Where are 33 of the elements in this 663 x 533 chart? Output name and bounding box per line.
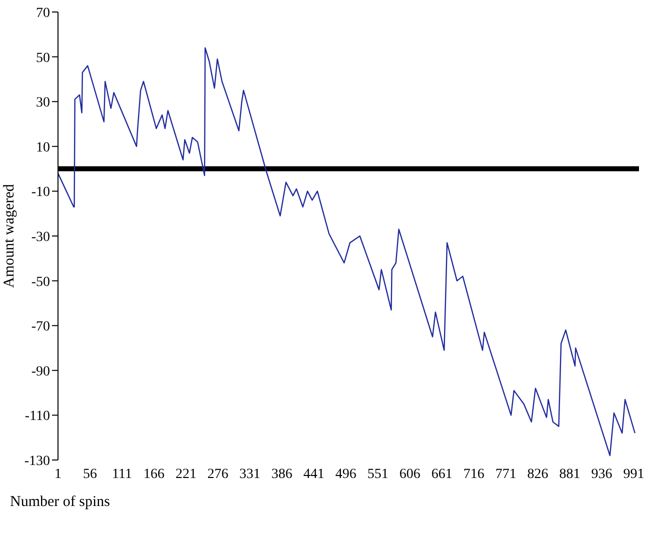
x-tick-label: 331 xyxy=(239,466,260,482)
x-tick-label: 496 xyxy=(335,466,356,482)
y-tick-label: 70 xyxy=(36,6,50,21)
line-series xyxy=(58,47,636,456)
x-tick-label: 166 xyxy=(143,466,164,482)
y-tick-label: -130 xyxy=(24,454,50,469)
y-tick-label: 30 xyxy=(36,96,50,111)
x-tick-label: 771 xyxy=(495,466,516,482)
x-tick-label: 56 xyxy=(82,466,97,482)
x-tick-label: 1 xyxy=(54,466,62,482)
x-tick-label: 551 xyxy=(367,466,388,482)
x-tick-label: 606 xyxy=(399,466,420,482)
y-tick-label: -90 xyxy=(31,364,50,380)
x-tick-label: 936 xyxy=(591,466,612,482)
x-axis-title: Number of spins xyxy=(10,494,110,511)
y-tick-label: -110 xyxy=(24,409,50,424)
x-tick-label: 991 xyxy=(623,466,644,482)
x-tick-label: 276 xyxy=(207,466,228,482)
x-tick-label: 221 xyxy=(175,466,196,482)
y-tick-label: -70 xyxy=(31,320,50,335)
y-axis-title: Amount wagered xyxy=(1,184,18,288)
y-tick-label: -10 xyxy=(31,185,50,200)
x-tick-label: 661 xyxy=(431,466,452,482)
x-tick-label: 386 xyxy=(271,466,292,482)
x-tick-label: 881 xyxy=(559,466,580,482)
x-tick-label: 441 xyxy=(303,466,324,482)
x-tick-label: 111 xyxy=(112,466,132,482)
x-tick-label: 826 xyxy=(527,466,548,482)
y-tick-label: 10 xyxy=(36,140,50,156)
y-tick-label: 50 xyxy=(36,50,50,66)
x-tick-label: 716 xyxy=(463,466,484,482)
y-tick-label: -30 xyxy=(31,230,50,245)
y-tick-label: -50 xyxy=(31,274,50,290)
